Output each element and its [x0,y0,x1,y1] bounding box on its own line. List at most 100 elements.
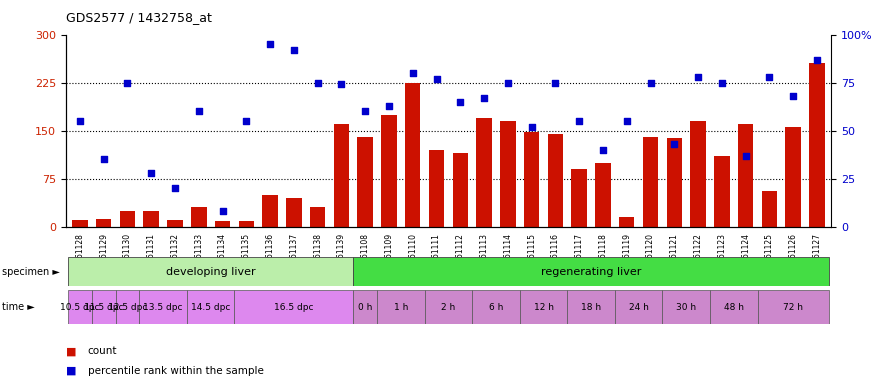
Bar [786,127,801,227]
Text: 12 h: 12 h [534,303,554,312]
Text: 13.5 dpc: 13.5 dpc [144,303,183,312]
Text: 48 h: 48 h [724,303,744,312]
Bar [643,137,658,227]
Bar [595,162,611,227]
Bar [714,156,730,227]
Point [596,147,610,153]
Text: ■: ■ [66,346,76,356]
Text: 0 h: 0 h [358,303,373,312]
Bar [615,290,662,324]
Point [620,118,634,124]
Bar [286,198,302,227]
Point [500,79,514,86]
Point [215,208,229,214]
Point [263,41,277,47]
Point [572,118,586,124]
Bar [234,290,354,324]
Point [73,118,87,124]
Point [738,152,752,159]
Bar [358,137,373,227]
Text: regenerating liver: regenerating liver [541,266,641,277]
Point [287,47,301,53]
Point [358,108,372,114]
Bar [262,195,278,227]
Bar [187,290,234,324]
Bar [429,150,444,227]
Bar [667,138,682,227]
Bar [520,290,567,324]
Bar [96,219,111,227]
Text: percentile rank within the sample: percentile rank within the sample [88,366,263,376]
Text: 72 h: 72 h [783,303,803,312]
Bar [567,290,615,324]
Text: developing liver: developing liver [166,266,256,277]
Text: 16.5 dpc: 16.5 dpc [274,303,313,312]
Point [334,81,348,88]
Bar [405,83,421,227]
Point [477,95,491,101]
Bar [762,191,777,227]
Bar [68,257,354,286]
Bar [473,290,520,324]
Bar [619,217,634,227]
Point [810,56,824,63]
Text: 11.5 dpc: 11.5 dpc [84,303,123,312]
Bar [758,290,829,324]
Bar [310,207,326,227]
Point [96,156,110,162]
Bar [116,290,139,324]
Bar [139,290,187,324]
Bar [452,153,468,227]
Point [691,74,705,80]
Bar [382,114,396,227]
Point [192,108,206,114]
Text: 14.5 dpc: 14.5 dpc [191,303,230,312]
Point [240,118,254,124]
Bar [424,290,473,324]
Point [715,79,729,86]
Text: 1 h: 1 h [394,303,408,312]
Bar [476,118,492,227]
Text: count: count [88,346,117,356]
Bar [120,210,135,227]
Bar [548,134,564,227]
Text: 10.5 dpc: 10.5 dpc [60,303,100,312]
Bar [377,290,424,324]
Bar [191,207,206,227]
Point [430,76,444,82]
Text: ■: ■ [66,366,76,376]
Point [406,70,420,76]
Text: 24 h: 24 h [629,303,648,312]
Bar [500,121,515,227]
Point [121,79,135,86]
Bar [92,290,116,324]
Point [168,185,182,191]
Text: 30 h: 30 h [676,303,696,312]
Point [144,170,158,176]
Bar [72,220,88,227]
Bar [571,169,587,227]
Bar [333,124,349,227]
Bar [690,121,706,227]
Bar [662,290,710,324]
Text: 2 h: 2 h [441,303,456,312]
Point [668,141,682,147]
Bar [710,290,758,324]
Text: GDS2577 / 1432758_at: GDS2577 / 1432758_at [66,12,212,25]
Point [382,103,396,109]
Text: specimen ►: specimen ► [2,266,60,277]
Point [453,99,467,105]
Bar [68,290,92,324]
Point [549,79,563,86]
Bar [167,220,183,227]
Text: 6 h: 6 h [489,303,503,312]
Text: 12.5 dpc: 12.5 dpc [108,303,147,312]
Text: time ►: time ► [2,302,34,312]
Point [787,93,801,99]
Bar [354,290,377,324]
Bar [738,124,753,227]
Bar [239,222,254,227]
Bar [524,132,539,227]
Point [525,124,539,130]
Bar [144,210,159,227]
